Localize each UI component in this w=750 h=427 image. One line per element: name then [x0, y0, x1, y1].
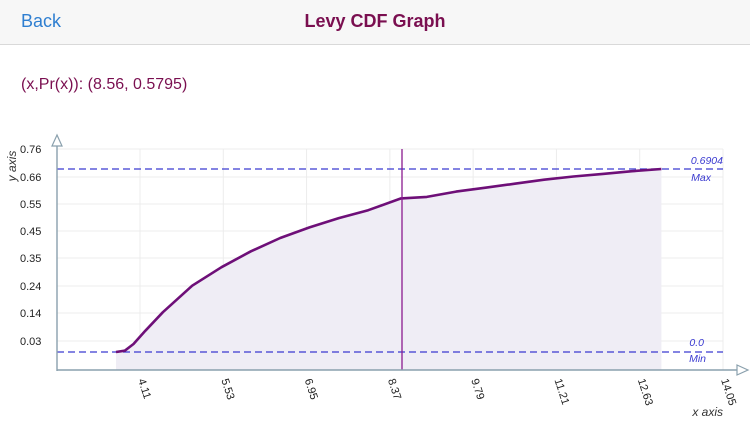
min-value-label: 0.0 [689, 337, 704, 349]
x-tick-label: 8.37 [385, 377, 403, 401]
x-axis-label: x axis [691, 405, 723, 419]
page-title: Levy CDF Graph [304, 11, 446, 31]
min-max-guides [57, 168, 723, 353]
back-button[interactable]: Back [21, 11, 62, 31]
x-tick-label: 9.79 [468, 377, 486, 401]
cdf-curve [115, 167, 662, 354]
cursor-readout: (x,Pr(x)): (8.56, 0.5795) [21, 76, 188, 93]
y-axis-arrow-icon [51, 133, 63, 147]
max-label: Max [691, 172, 712, 184]
min-label: Min [689, 353, 706, 365]
y-tick-label: 0.66 [20, 172, 41, 184]
x-axis-arrow-icon [736, 364, 750, 376]
max-value-label: 0.6904 [691, 155, 723, 167]
x-tick-label: 14.05 [718, 377, 738, 407]
y-tick-label: 0.76 [20, 144, 41, 156]
y-tick-label: 0.24 [20, 281, 41, 293]
y-tick-labels: 0.03 0.14 0.24 0.35 0.45 0.55 0.66 0.76 [20, 144, 41, 348]
x-tick-label: 12.63 [635, 377, 655, 407]
x-tick-label: 6.95 [302, 377, 320, 401]
x-tick-label: 5.53 [218, 377, 236, 401]
x-tick-label: 11.21 [552, 377, 572, 406]
y-tick-label: 0.14 [20, 308, 41, 320]
y-tick-label: 0.03 [20, 336, 41, 348]
y-axis-label: y axis [5, 151, 19, 183]
area-under-curve [116, 169, 662, 370]
x-tick-label: 4.11 [135, 377, 153, 400]
axes [51, 133, 750, 376]
y-tick-label: 0.35 [20, 253, 41, 265]
x-tick-labels: 4.11 5.53 6.95 8.37 9.79 11.21 12.63 14.05 [135, 377, 738, 407]
y-tick-label: 0.55 [20, 199, 41, 211]
y-tick-label: 0.45 [20, 226, 41, 238]
navigation-bar: Back Levy CDF Graph [0, 0, 750, 45]
